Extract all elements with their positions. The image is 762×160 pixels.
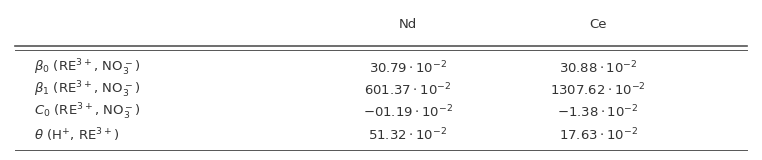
Text: $1307.62 \cdot 10^{-2}$: $1307.62 \cdot 10^{-2}$ — [550, 82, 646, 99]
Text: $C_0$ (RE$^{3+}$, NO$_3^-$): $C_0$ (RE$^{3+}$, NO$_3^-$) — [34, 102, 141, 122]
Text: $\theta$ (H$^{+}$, RE$^{3+}$): $\theta$ (H$^{+}$, RE$^{3+}$) — [34, 126, 120, 144]
Text: Ce: Ce — [590, 18, 607, 31]
Text: $601.37 \cdot 10^{-2}$: $601.37 \cdot 10^{-2}$ — [364, 82, 451, 99]
Text: $30.88 \cdot 10^{-2}$: $30.88 \cdot 10^{-2}$ — [559, 60, 638, 76]
Text: $\beta_0$ (RE$^{3+}$, NO$_3^-$): $\beta_0$ (RE$^{3+}$, NO$_3^-$) — [34, 58, 140, 78]
Text: $-01.19 \cdot 10^{-2}$: $-01.19 \cdot 10^{-2}$ — [363, 104, 453, 120]
Text: $-1.38 \cdot 10^{-2}$: $-1.38 \cdot 10^{-2}$ — [557, 104, 639, 120]
Text: $30.79 \cdot 10^{-2}$: $30.79 \cdot 10^{-2}$ — [369, 60, 447, 76]
Text: $17.63 \cdot 10^{-2}$: $17.63 \cdot 10^{-2}$ — [559, 127, 638, 144]
Text: Nd: Nd — [399, 18, 417, 31]
Text: $\beta_1$ (RE$^{3+}$, NO$_3^-$): $\beta_1$ (RE$^{3+}$, NO$_3^-$) — [34, 80, 140, 100]
Text: $51.32 \cdot 10^{-2}$: $51.32 \cdot 10^{-2}$ — [368, 127, 447, 144]
